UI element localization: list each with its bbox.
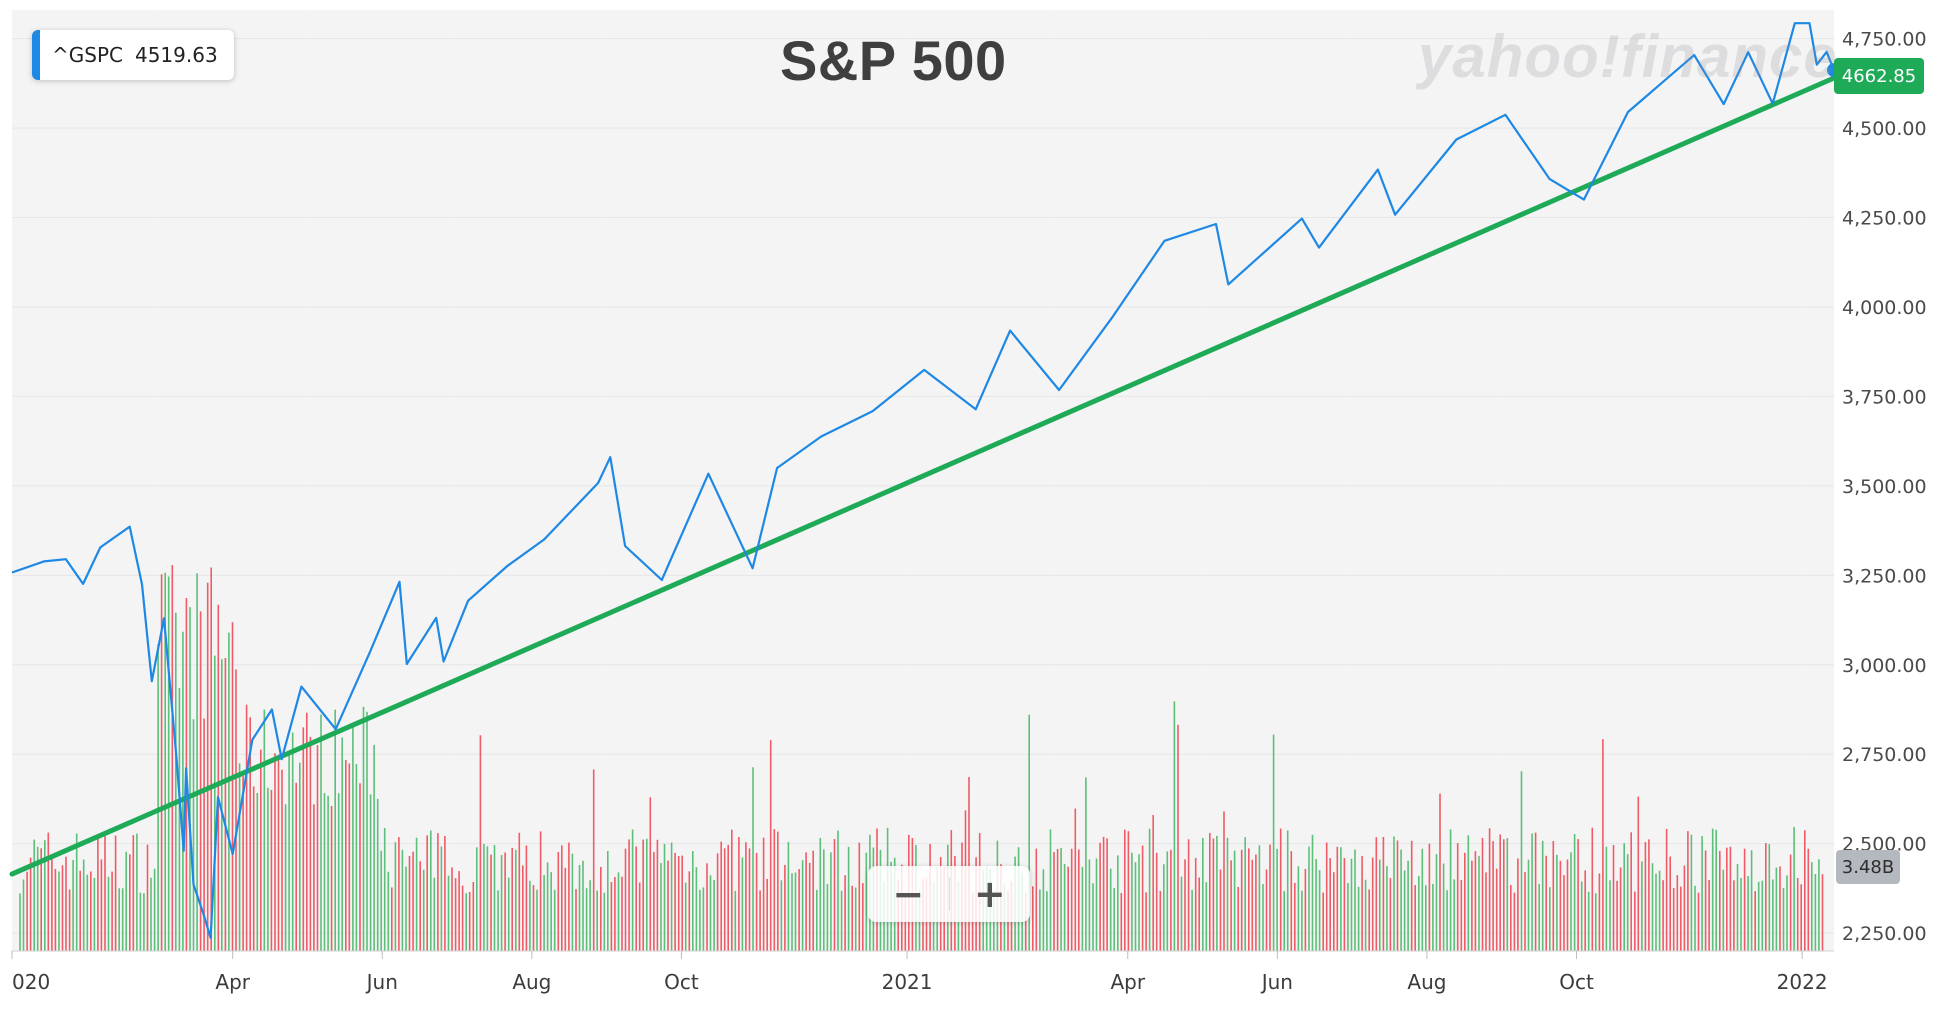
month-band [1502, 10, 1653, 951]
y-tick-label: 2,750.00 [1842, 744, 1927, 766]
x-tick-label: Apr [215, 970, 250, 994]
x-tick-label: Oct [1559, 970, 1594, 994]
x-tick-label: Aug [512, 970, 551, 994]
y-tick-label: 3,750.00 [1842, 386, 1927, 408]
x-tick-label: 2022 [1777, 970, 1828, 994]
y-axis: 4,750.00 4,500.00 4,250.00 4,000.00 3,750.00… [1842, 29, 1927, 945]
month-band [607, 10, 758, 951]
zoom-controls: − + [868, 866, 1030, 922]
y-tick-label: 4,750.00 [1842, 29, 1927, 51]
y-tick-label: 3,000.00 [1842, 655, 1927, 677]
month-band [1201, 10, 1351, 951]
month-band [1051, 10, 1202, 951]
month-band [1350, 10, 1503, 951]
legend-value: 4519.63 [134, 43, 218, 67]
volume-badge: 3.48B [1836, 850, 1900, 884]
month-band [455, 10, 608, 951]
last-price-badge: 4662.85 [1834, 58, 1924, 94]
y-tick-label: 4,000.00 [1842, 297, 1927, 319]
brand-watermark: yahoo!finance [1418, 23, 1838, 90]
y-tick-label: 4,250.00 [1842, 208, 1927, 230]
symbol-legend[interactable]: ^GSPC 4519.63 [32, 30, 234, 80]
month-band [12, 10, 157, 951]
zoom-in-button[interactable]: + [973, 872, 1006, 916]
x-tick-label: Jun [365, 970, 398, 994]
x-tick-label: 2021 [882, 970, 933, 994]
y-tick-label: 2,250.00 [1842, 923, 1927, 945]
legend-symbol: ^GSPC [52, 43, 123, 67]
y-tick-label: 4,500.00 [1842, 118, 1927, 140]
legend-swatch [32, 30, 40, 80]
x-tick-label: Oct [664, 970, 699, 994]
month-bands [12, 10, 1834, 951]
month-band [1652, 10, 1803, 951]
y-tick-label: 3,500.00 [1842, 476, 1927, 498]
x-tick-label: Apr [1110, 970, 1145, 994]
month-band [757, 10, 908, 951]
x-tick-label: Aug [1407, 970, 1446, 994]
zoom-separator [948, 877, 950, 911]
volume-bars [19, 565, 1824, 951]
x-axis: 020 Apr Jun Aug Oct 2021 Apr Jun Aug Oct 2022 [11, 951, 1828, 994]
month-band [306, 10, 456, 951]
price-series-line [11, 22, 1836, 939]
month-band [1802, 10, 1834, 951]
trend-line [9, 75, 1837, 877]
chart-title: S&P 500 [780, 29, 1007, 92]
month-band [907, 10, 1052, 951]
x-tick-label: 020 [12, 970, 50, 994]
y-tick-label: 3,250.00 [1842, 565, 1927, 587]
zoom-out-button[interactable]: − [892, 872, 925, 916]
x-tick-label: Jun [1260, 970, 1293, 994]
